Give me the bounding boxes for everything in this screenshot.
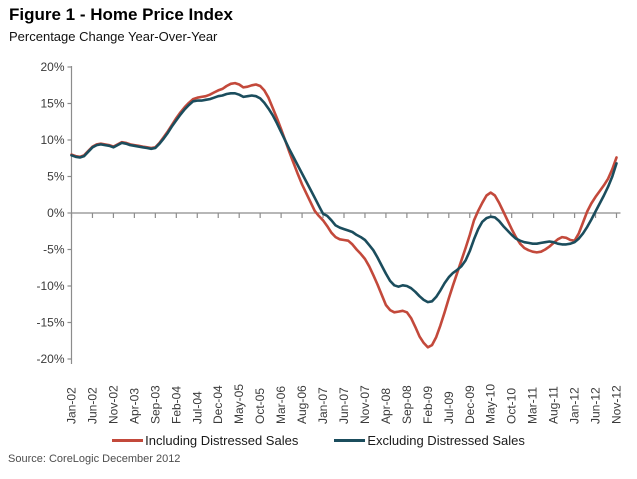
x-axis-tick-label: May-10 [484,384,498,424]
x-axis-tick-label: Aug-11 [547,386,561,424]
y-axis-tick-label: -20% [36,352,64,366]
legend-item-excluding: Excluding Distressed Sales [334,433,525,448]
x-axis-tick-label: Aug-06 [295,385,309,424]
x-axis-tick-label: Feb-09 [421,386,435,424]
x-axis-tick-label: Sep-03 [148,385,162,424]
x-axis-tick-label: Feb-04 [169,386,183,424]
x-axis-tick-label: Jan-12 [568,387,582,424]
x-axis-tick-label: Nov-07 [358,385,372,424]
y-axis-tick-label: -10% [36,279,64,293]
figure-subtitle: Percentage Change Year-Over-Year [9,29,218,44]
legend: Including Distressed Sales Excluding Dis… [0,433,637,448]
y-axis-tick-label: 10% [40,133,64,147]
x-axis-tick-label: Nov-12 [610,385,624,424]
y-axis-tick-label: 5% [47,170,65,184]
x-axis-tick-label: Jan-02 [65,387,79,424]
source-note: Source: CoreLogic December 2012 [8,453,181,465]
y-axis-tick-label: 0% [47,206,65,220]
legend-line-excluding-icon [334,439,366,442]
x-axis-tick-label: Apr-03 [127,388,141,424]
legend-label-excluding: Excluding Distressed Sales [367,433,525,448]
y-axis-tick-label: -15% [36,316,64,330]
x-axis-tick-label: Jun-07 [337,387,351,424]
legend-line-including-icon [112,439,144,442]
y-axis-tick-label: 20% [40,60,64,74]
x-axis-tick-label: Dec-09 [463,385,477,424]
x-axis-tick-label: Dec-04 [211,385,225,424]
y-axis-tick-label: 15% [40,97,64,111]
x-axis-tick-label: Nov-02 [106,385,120,424]
x-axis-tick-label: Jun-12 [589,387,603,424]
x-axis-tick-label: Oct-05 [253,388,267,424]
legend-label-including: Including Distressed Sales [145,433,299,448]
x-axis-tick-label: Jan-07 [316,387,330,424]
y-axis-tick-label: -5% [43,243,65,257]
hpi-chart: 20% 15% 10% 5% 0% -5% -10% -15% -20% Jan-02 Jun-02… [36,60,624,424]
x-axis-tick-label: Jul-09 [442,391,456,424]
x-axis-tick-label: Jun-02 [85,387,99,424]
x-axis-tick-label: Jul-04 [190,391,204,424]
series-line-excluding-distressed [70,92,618,304]
x-axis-tick-label: Oct-10 [505,388,519,424]
x-axis-tick-label: Apr-08 [379,388,393,424]
legend-item-including: Including Distressed Sales [112,433,298,448]
x-axis-tick-label: Sep-08 [400,385,414,424]
x-axis-tick-label: Mar-06 [274,386,288,424]
x-axis-tick-label: May-05 [232,384,246,424]
x-axis-tick-label: Mar-11 [526,387,540,424]
figure-title: Figure 1 - Home Price Index [9,5,233,24]
